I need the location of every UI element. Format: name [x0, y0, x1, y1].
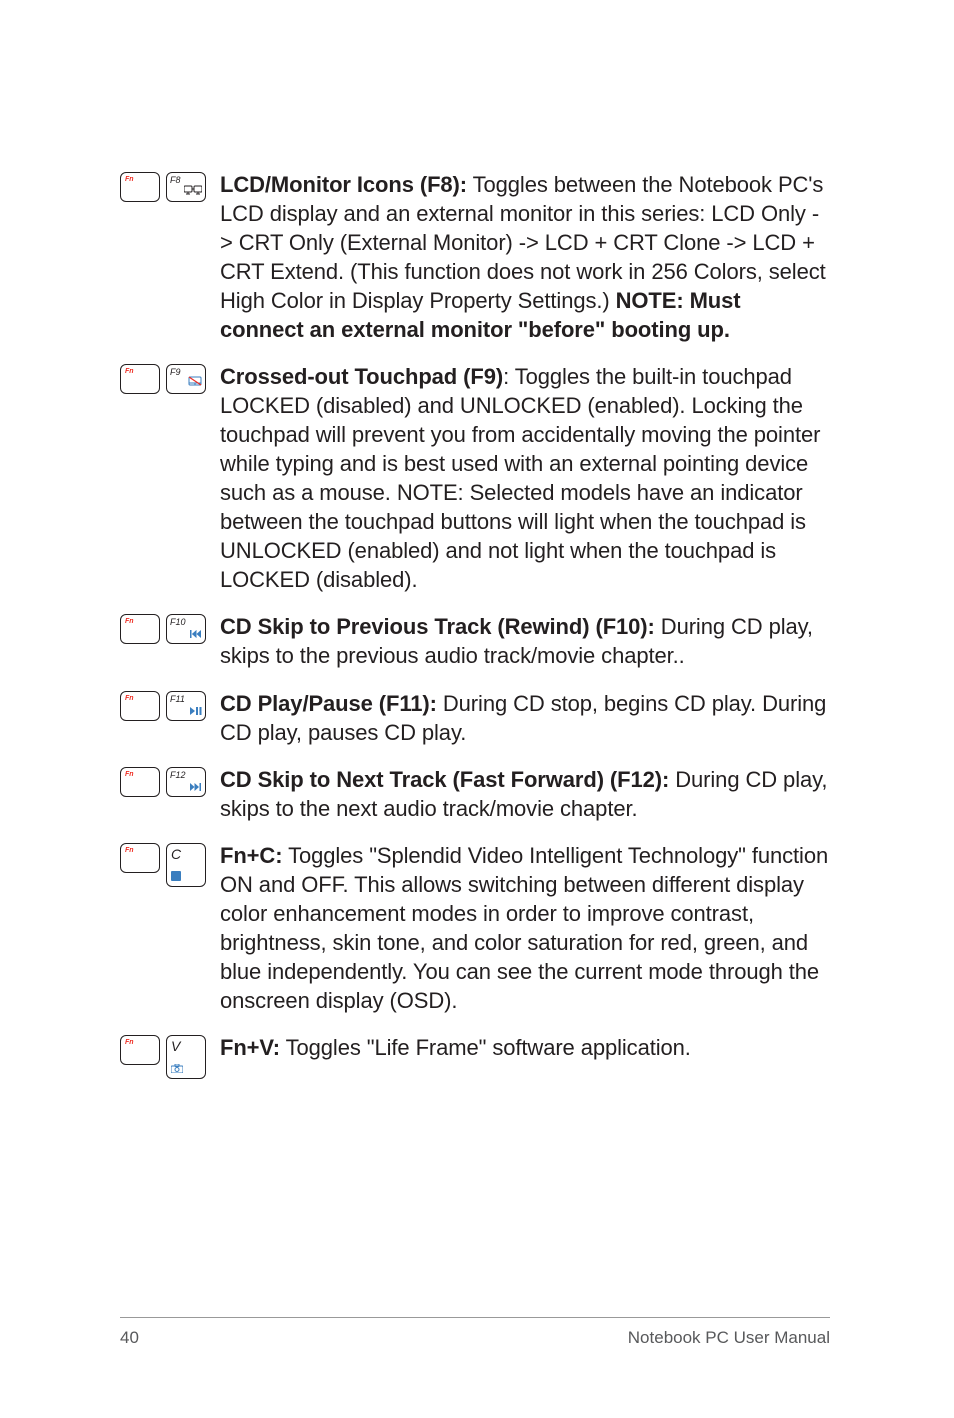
- hotkey-item-f10: Fn F10 CD Skip to Previous Track (Rewind…: [120, 612, 830, 670]
- c-key: C: [166, 843, 206, 887]
- play-pause-icon: [190, 707, 202, 717]
- fn-key: Fn: [120, 614, 160, 644]
- hotkey-description: CD Play/Pause (F11): During CD stop, beg…: [220, 689, 830, 747]
- fn-label: Fn: [125, 1039, 134, 1046]
- fn-key: Fn: [120, 1035, 160, 1065]
- hotkey-description: CD Skip to Next Track (Fast Forward) (F1…: [220, 765, 830, 823]
- f-key-label: F12: [170, 770, 186, 780]
- hotkey-item-fnc: Fn C Fn+C: Toggles "Splendid Video Intel…: [120, 841, 830, 1015]
- f12-key: F12: [166, 767, 206, 797]
- f9-key: F9: [166, 364, 206, 394]
- manual-title: Notebook PC User Manual: [628, 1328, 830, 1348]
- hotkey-item-f12: Fn F12 CD Skip to Next Track (Fast Forwa…: [120, 765, 830, 823]
- key-combo: Fn F10: [120, 612, 220, 644]
- hotkey-description: CD Skip to Previous Track (Rewind) (F10)…: [220, 612, 830, 670]
- camera-icon: [171, 1064, 183, 1075]
- fn-label: Fn: [125, 847, 134, 854]
- fn-label: Fn: [125, 176, 134, 183]
- hotkey-description: Crossed-out Touchpad (F9): Toggles the b…: [220, 362, 830, 594]
- f-key-label: F9: [170, 367, 181, 377]
- key-combo: Fn V: [120, 1033, 220, 1079]
- f11-key: F11: [166, 691, 206, 721]
- fn-key: Fn: [120, 843, 160, 873]
- hotkey-description: Fn+V: Toggles "Life Frame" software appl…: [220, 1033, 830, 1062]
- page-footer: 40 Notebook PC User Manual: [120, 1317, 830, 1348]
- fn-label: Fn: [125, 695, 134, 702]
- f10-key: F10: [166, 614, 206, 644]
- key-combo: Fn C: [120, 841, 220, 887]
- hotkey-item-fnv: Fn V Fn+V: Toggles "Life Frame" software…: [120, 1033, 830, 1079]
- key-combo: Fn F8: [120, 170, 220, 202]
- lcd-monitor-icon: [184, 184, 202, 198]
- fn-label: Fn: [125, 771, 134, 778]
- touchpad-crossed-icon: [188, 376, 202, 390]
- fn-key: Fn: [120, 364, 160, 394]
- hotkey-item-f11: Fn F11 CD Play/Pause (F11): During CD st…: [120, 689, 830, 747]
- f-key-label: F10: [170, 617, 186, 627]
- fn-label: Fn: [125, 368, 134, 375]
- key-combo: Fn F9: [120, 362, 220, 394]
- hotkey-description: Fn+C: Toggles "Splendid Video Intelligen…: [220, 841, 830, 1015]
- letter-label: C: [171, 846, 181, 862]
- v-key: V: [166, 1035, 206, 1079]
- hotkey-item-f8: Fn F8 LCD/Monitor Icons (F8): T: [120, 170, 830, 344]
- fn-label: Fn: [125, 618, 134, 625]
- skip-next-icon: [190, 783, 202, 793]
- hotkey-description: LCD/Monitor Icons (F8): Toggles between …: [220, 170, 830, 344]
- content-area: Fn F8 LCD/Monitor Icons (F8): T: [120, 170, 830, 1097]
- letter-label: V: [171, 1038, 180, 1054]
- splendid-icon: [171, 871, 181, 883]
- skip-previous-icon: [190, 630, 202, 640]
- fn-key: Fn: [120, 767, 160, 797]
- hotkey-item-f9: Fn F9 Crossed-out Touchpad (F9): Toggles…: [120, 362, 830, 594]
- f-key-label: F8: [170, 175, 181, 185]
- fn-key: Fn: [120, 691, 160, 721]
- key-combo: Fn F11: [120, 689, 220, 721]
- f8-key: F8: [166, 172, 206, 202]
- key-combo: Fn F12: [120, 765, 220, 797]
- f-key-label: F11: [170, 694, 185, 704]
- fn-key: Fn: [120, 172, 160, 202]
- page-number: 40: [120, 1328, 139, 1348]
